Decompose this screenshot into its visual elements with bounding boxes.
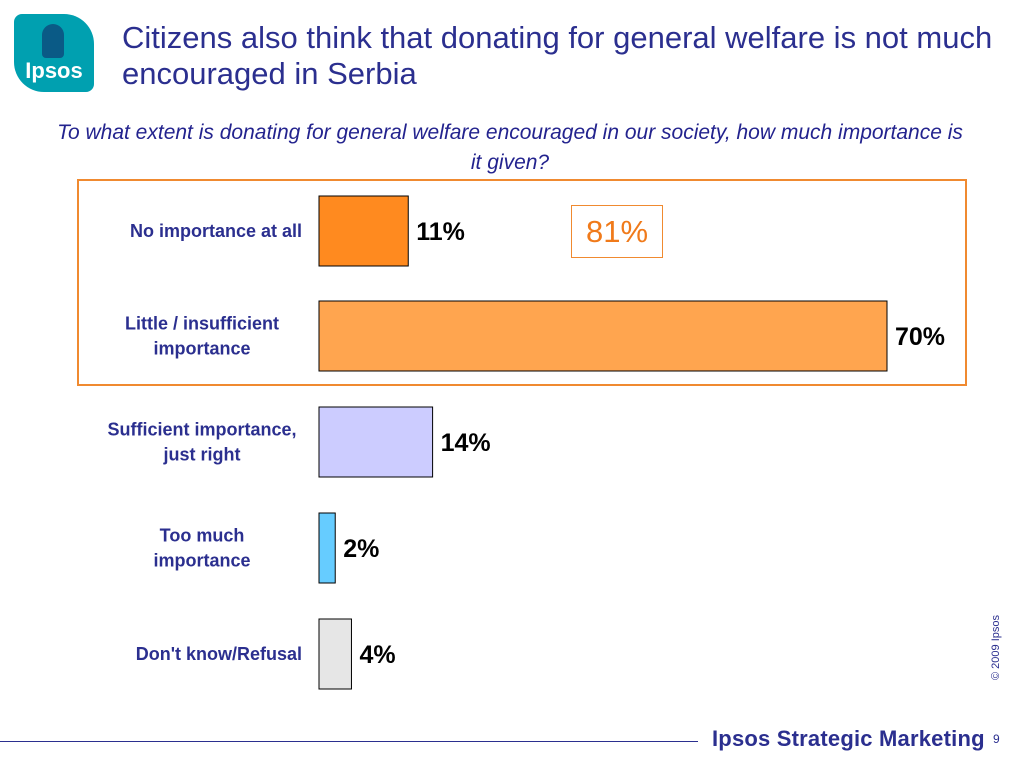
bar-value-label-1: 70%: [895, 323, 945, 351]
category-label-1: Little / insufficient importance: [125, 314, 279, 359]
footer-brand: Ipsos Strategic Marketing: [712, 726, 985, 751]
ipsos-logo: Ipsos: [14, 14, 94, 92]
highlight-box: [77, 179, 967, 386]
page-number: 9: [993, 732, 1000, 746]
copyright-notice: © 2009 Ipsos: [990, 615, 1002, 680]
logo-text: Ipsos: [25, 58, 83, 83]
survey-question: To what extent is donating for general w…: [57, 121, 963, 174]
bar-value-label-3: 2%: [343, 535, 379, 563]
bar-value-label-4: 4%: [359, 641, 395, 669]
bar-1: [318, 300, 888, 372]
category-label-4: Don't know/Refusal: [136, 644, 302, 664]
bar-2: [318, 406, 434, 478]
category-label-0: No importance at all: [130, 221, 302, 241]
bar-4: [318, 618, 352, 690]
total-percentage-box: 81%: [571, 205, 663, 258]
bar-0: [318, 195, 409, 267]
slide-title: Citizens also think that donating for ge…: [122, 20, 993, 91]
category-label-3: Too much importance: [153, 526, 250, 571]
logo-figure-icon: [42, 24, 64, 58]
bar-value-label-0: 11%: [416, 218, 465, 246]
category-label-2: Sufficient importance, just right: [107, 420, 296, 465]
bar-3: [318, 512, 336, 584]
footer-divider: [0, 741, 698, 742]
bar-value-label-2: 14%: [441, 429, 491, 457]
